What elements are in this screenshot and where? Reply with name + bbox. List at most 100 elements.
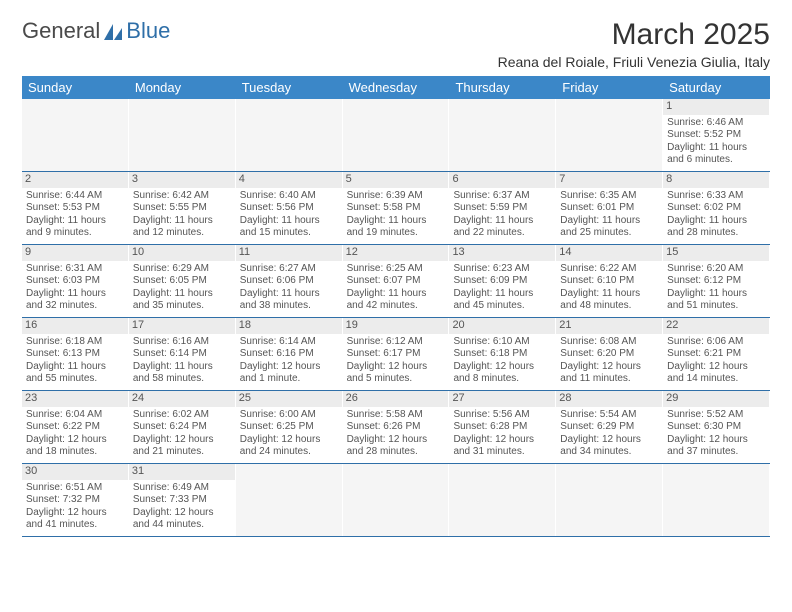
day-sunset: Sunset: 6:02 PM	[667, 202, 765, 215]
day-number: 18	[236, 318, 342, 334]
calendar-week: 9Sunrise: 6:31 AMSunset: 6:03 PMDaylight…	[22, 245, 770, 318]
calendar-cell	[663, 464, 770, 536]
day-sunrise: Sunrise: 6:12 AM	[347, 336, 445, 349]
day-number: 23	[22, 391, 128, 407]
day-sunset: Sunset: 5:59 PM	[453, 202, 551, 215]
day-number: 4	[236, 172, 342, 188]
day-daylight2: and 41 minutes.	[26, 519, 124, 532]
day-sunrise: Sunrise: 6:22 AM	[560, 263, 658, 276]
day-sunrise: Sunrise: 5:56 AM	[453, 409, 551, 422]
calendar-cell: 5Sunrise: 6:39 AMSunset: 5:58 PMDaylight…	[343, 172, 450, 244]
day-number: 1	[663, 99, 769, 115]
day-daylight2: and 37 minutes.	[667, 446, 765, 459]
day-daylight2: and 6 minutes.	[667, 154, 765, 167]
day-sunrise: Sunrise: 6:27 AM	[240, 263, 338, 276]
day-daylight2: and 18 minutes.	[26, 446, 124, 459]
calendar-cell: 13Sunrise: 6:23 AMSunset: 6:09 PMDayligh…	[449, 245, 556, 317]
day-daylight2: and 1 minute.	[240, 373, 338, 386]
day-daylight2: and 22 minutes.	[453, 227, 551, 240]
day-daylight1: Daylight: 12 hours	[240, 361, 338, 374]
day-number: 19	[343, 318, 449, 334]
day-daylight1: Daylight: 11 hours	[133, 215, 231, 228]
day-daylight2: and 11 minutes.	[560, 373, 658, 386]
calendar-cell: 2Sunrise: 6:44 AMSunset: 5:53 PMDaylight…	[22, 172, 129, 244]
calendar-cell	[449, 99, 556, 171]
calendar-cell: 4Sunrise: 6:40 AMSunset: 5:56 PMDaylight…	[236, 172, 343, 244]
day-daylight1: Daylight: 12 hours	[667, 361, 765, 374]
day-daylight1: Daylight: 12 hours	[133, 434, 231, 447]
weekday-header: Sunday	[22, 76, 129, 99]
calendar-cell: 16Sunrise: 6:18 AMSunset: 6:13 PMDayligh…	[22, 318, 129, 390]
day-number: 16	[22, 318, 128, 334]
day-daylight2: and 28 minutes.	[347, 446, 445, 459]
calendar-cell: 22Sunrise: 6:06 AMSunset: 6:21 PMDayligh…	[663, 318, 770, 390]
day-daylight2: and 14 minutes.	[667, 373, 765, 386]
day-daylight1: Daylight: 11 hours	[133, 361, 231, 374]
day-sunset: Sunset: 6:21 PM	[667, 348, 765, 361]
calendar-cell: 19Sunrise: 6:12 AMSunset: 6:17 PMDayligh…	[343, 318, 450, 390]
day-sunrise: Sunrise: 6:35 AM	[560, 190, 658, 203]
calendar-cell: 18Sunrise: 6:14 AMSunset: 6:16 PMDayligh…	[236, 318, 343, 390]
day-sunrise: Sunrise: 6:04 AM	[26, 409, 124, 422]
title-block: March 2025 Reana del Roiale, Friuli Vene…	[498, 18, 770, 70]
day-daylight2: and 51 minutes.	[667, 300, 765, 313]
day-sunrise: Sunrise: 6:42 AM	[133, 190, 231, 203]
day-number: 7	[556, 172, 662, 188]
day-daylight2: and 55 minutes.	[26, 373, 124, 386]
day-daylight2: and 21 minutes.	[133, 446, 231, 459]
day-number: 25	[236, 391, 342, 407]
day-number: 5	[343, 172, 449, 188]
calendar-cell: 27Sunrise: 5:56 AMSunset: 6:28 PMDayligh…	[449, 391, 556, 463]
day-daylight1: Daylight: 12 hours	[26, 507, 124, 520]
day-daylight1: Daylight: 11 hours	[453, 215, 551, 228]
day-sunrise: Sunrise: 6:06 AM	[667, 336, 765, 349]
calendar-cell: 3Sunrise: 6:42 AMSunset: 5:55 PMDaylight…	[129, 172, 236, 244]
day-sunset: Sunset: 6:18 PM	[453, 348, 551, 361]
day-sunset: Sunset: 5:53 PM	[26, 202, 124, 215]
day-daylight1: Daylight: 12 hours	[560, 434, 658, 447]
day-sunset: Sunset: 6:10 PM	[560, 275, 658, 288]
day-sunrise: Sunrise: 6:00 AM	[240, 409, 338, 422]
calendar-cell	[129, 99, 236, 171]
day-daylight1: Daylight: 11 hours	[453, 288, 551, 301]
weekday-header: Thursday	[449, 76, 556, 99]
day-sunrise: Sunrise: 6:39 AM	[347, 190, 445, 203]
calendar-cell: 17Sunrise: 6:16 AMSunset: 6:14 PMDayligh…	[129, 318, 236, 390]
calendar-cell: 28Sunrise: 5:54 AMSunset: 6:29 PMDayligh…	[556, 391, 663, 463]
day-daylight2: and 9 minutes.	[26, 227, 124, 240]
day-number: 6	[449, 172, 555, 188]
calendar-cell: 8Sunrise: 6:33 AMSunset: 6:02 PMDaylight…	[663, 172, 770, 244]
day-daylight2: and 25 minutes.	[560, 227, 658, 240]
day-daylight2: and 5 minutes.	[347, 373, 445, 386]
calendar-cell	[343, 464, 450, 536]
calendar-cell	[556, 464, 663, 536]
day-daylight2: and 28 minutes.	[667, 227, 765, 240]
day-sunrise: Sunrise: 6:20 AM	[667, 263, 765, 276]
calendar-cell: 1Sunrise: 6:46 AMSunset: 5:52 PMDaylight…	[663, 99, 770, 171]
day-sunset: Sunset: 6:06 PM	[240, 275, 338, 288]
day-daylight1: Daylight: 12 hours	[667, 434, 765, 447]
brand-part1: General	[22, 18, 100, 44]
day-daylight2: and 45 minutes.	[453, 300, 551, 313]
day-number: 21	[556, 318, 662, 334]
calendar-cell	[449, 464, 556, 536]
calendar-cell: 30Sunrise: 6:51 AMSunset: 7:32 PMDayligh…	[22, 464, 129, 536]
day-sunrise: Sunrise: 6:37 AM	[453, 190, 551, 203]
day-sunrise: Sunrise: 6:29 AM	[133, 263, 231, 276]
day-daylight2: and 35 minutes.	[133, 300, 231, 313]
day-daylight2: and 44 minutes.	[133, 519, 231, 532]
day-number: 2	[22, 172, 128, 188]
calendar-cell	[236, 99, 343, 171]
calendar-cell: 14Sunrise: 6:22 AMSunset: 6:10 PMDayligh…	[556, 245, 663, 317]
weekday-header-row: SundayMondayTuesdayWednesdayThursdayFrid…	[22, 76, 770, 99]
day-sunset: Sunset: 6:07 PM	[347, 275, 445, 288]
day-number: 17	[129, 318, 235, 334]
day-sunrise: Sunrise: 6:44 AM	[26, 190, 124, 203]
calendar-cell: 25Sunrise: 6:00 AMSunset: 6:25 PMDayligh…	[236, 391, 343, 463]
day-daylight2: and 8 minutes.	[453, 373, 551, 386]
day-sunset: Sunset: 5:58 PM	[347, 202, 445, 215]
day-sunset: Sunset: 6:28 PM	[453, 421, 551, 434]
day-number: 11	[236, 245, 342, 261]
day-daylight2: and 32 minutes.	[26, 300, 124, 313]
day-number: 20	[449, 318, 555, 334]
